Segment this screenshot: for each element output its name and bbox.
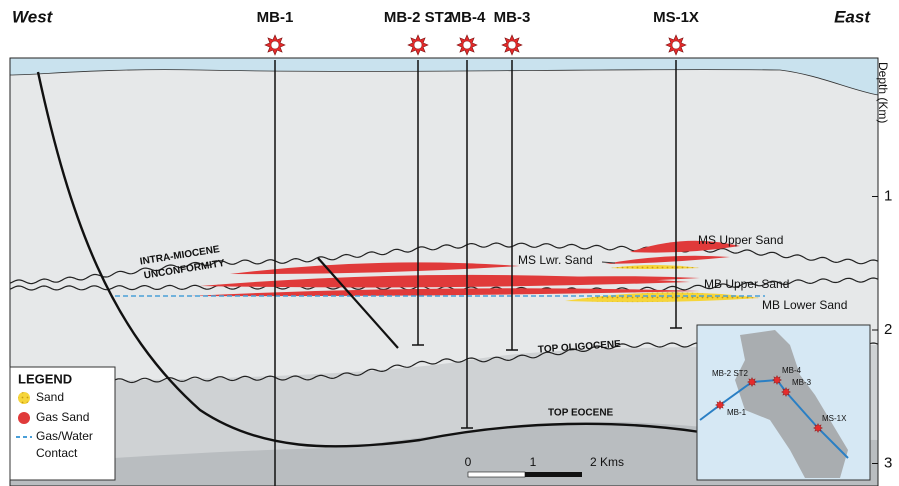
inset-well: [748, 378, 757, 387]
well-label: MB-2 ST2: [384, 9, 452, 26]
inset-well-label: MB-3: [792, 378, 812, 387]
inset-well: [814, 424, 823, 433]
scale-label: 2 Kms: [590, 455, 624, 469]
legend-label: Sand: [36, 390, 64, 404]
inset-well: [773, 376, 782, 385]
well-symbol: [508, 41, 516, 49]
depth-axis-label: Depth (Km): [876, 62, 890, 123]
scale-label: 1: [530, 455, 537, 469]
depth-tick-label: 3: [884, 454, 892, 471]
well-label: MB-1: [257, 9, 294, 26]
east-label: East: [834, 7, 871, 26]
reservoir-label: MB Lower Sand: [762, 298, 847, 312]
west-label: West: [12, 7, 54, 26]
inset-well-label: MS-1X: [822, 414, 847, 423]
legend-swatch: [18, 392, 30, 404]
well-symbol: [414, 41, 422, 49]
legend-swatch: [18, 412, 30, 424]
cross-section: West East Depth (Km) INTRA-MIOCENE UNCON…: [0, 0, 899, 486]
inset-well: [782, 388, 791, 397]
well-symbol: [271, 41, 279, 49]
inset-well-label: MB-1: [727, 408, 747, 417]
scale-label: 0: [465, 455, 472, 469]
scale-segment: [468, 472, 525, 477]
scale-segment: [525, 472, 582, 477]
inset-well: [716, 401, 725, 410]
legend-label: Gas/Water: [36, 429, 93, 443]
legend-label: Contact: [36, 446, 78, 460]
well-symbol: [463, 41, 471, 49]
depth-tick-label: 1: [884, 187, 892, 204]
well-label: MB-4: [449, 9, 486, 26]
reservoir-label: MS Upper Sand: [698, 233, 783, 247]
location-map: MB-2 ST2 MB-4 MB-3 MB-1 MS-1X: [697, 325, 870, 480]
legend-title: LEGEND: [18, 371, 72, 386]
reservoir-label: MB Upper Sand: [704, 277, 789, 291]
reservoir-label: MS Lwr. Sand: [518, 253, 593, 267]
well-symbol: [672, 41, 680, 49]
legend-label: Gas Sand: [36, 410, 89, 424]
well-label: MS-1X: [653, 9, 699, 26]
depth-tick-label: 2: [884, 321, 892, 338]
well-label: MB-3: [494, 9, 531, 26]
legend: LEGEND Sand Gas Sand Gas/Water Contact: [10, 367, 115, 480]
inset-well-label: MB-4: [782, 366, 802, 375]
inset-well-label: MB-2 ST2: [712, 369, 749, 378]
top-eocene-label: TOP EOCENE: [548, 408, 614, 419]
